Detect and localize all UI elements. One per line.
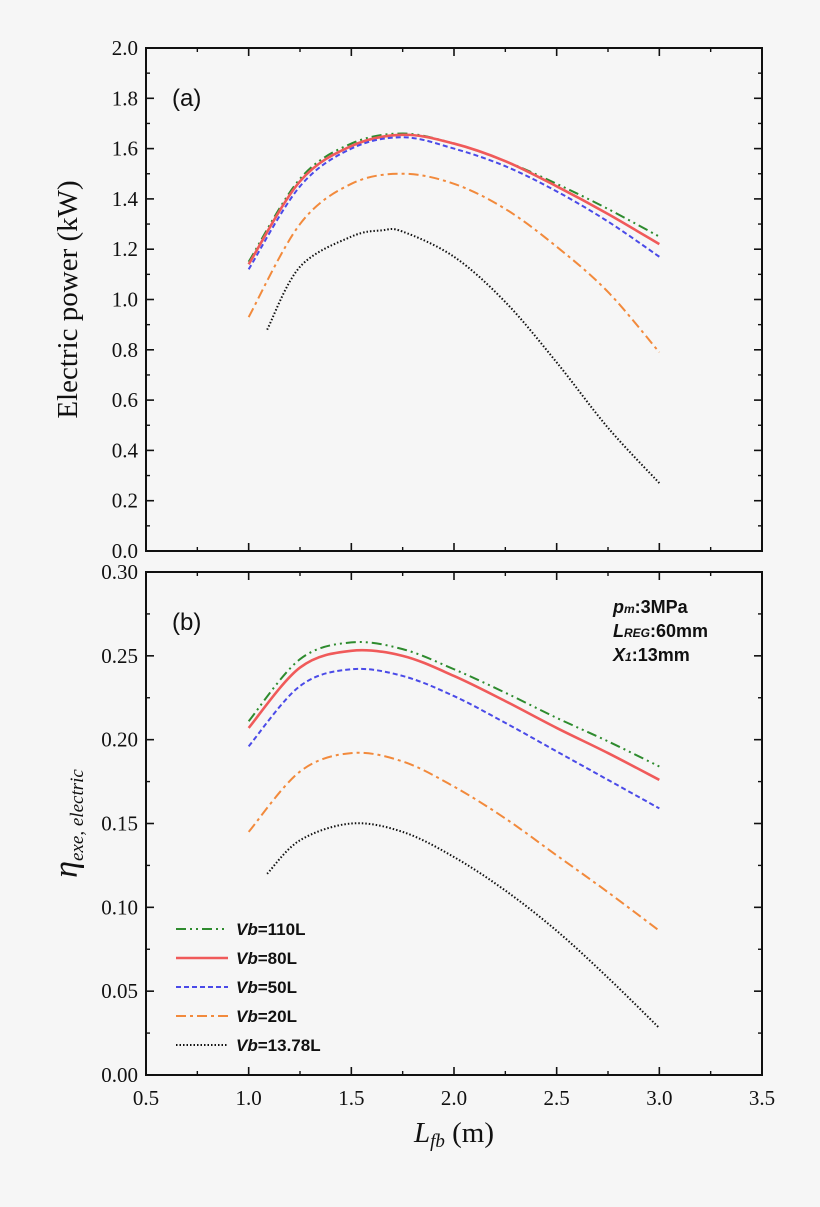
y-tick-label: 0.30 — [101, 560, 138, 584]
x-tick-label: 3.0 — [646, 1086, 672, 1110]
y-tick-label: 1.8 — [112, 86, 138, 110]
y-tick-label: 0.25 — [101, 644, 138, 668]
panel-label: (a) — [172, 85, 201, 112]
legend-label: Vb=80L — [236, 949, 297, 968]
x-tick-label: 0.5 — [133, 1086, 159, 1110]
y-tick-label: 0.0 — [112, 539, 138, 563]
y-axis-label: Electric power (kW) — [52, 180, 84, 418]
series-line-2 — [247, 136, 660, 270]
y-tick-label: 1.0 — [112, 288, 138, 312]
legend-label: Vb=20L — [236, 1007, 297, 1026]
legend: Vb=110L Vb=80L Vb=50L Vb=20L Vb=13.78L — [176, 920, 321, 1055]
legend-label: Vb=13.78L — [236, 1036, 321, 1055]
annotation: pm:3MPa — [612, 597, 689, 617]
y-tick-label: 0.20 — [101, 728, 138, 752]
series-line-0 — [247, 641, 660, 768]
y-tick-label: 0.2 — [112, 489, 138, 513]
y-axis-label: ηexe, electric — [48, 769, 88, 878]
series-line-4 — [266, 228, 661, 484]
series-line-4 — [266, 822, 661, 1029]
series-line-2 — [247, 667, 660, 810]
y-tick-label: 0.6 — [112, 388, 138, 412]
y-tick-label: 0.05 — [101, 979, 138, 1003]
panel-a: 0.0 0.2 0.4 0.6 0.8 1.0 1.2 1.4 1.6 1.8 2.0 (a) Elec… — [52, 36, 763, 563]
x-axis-label: Lfb (m) — [413, 1117, 494, 1152]
y-tick-label: 1.4 — [112, 187, 139, 211]
x-tick-label: 3.5 — [749, 1086, 775, 1110]
legend-label: Vb=110L — [236, 920, 305, 939]
y-tick-label: 1.2 — [112, 237, 138, 261]
y-tick-label: 0.4 — [112, 438, 139, 462]
series-line-0 — [247, 132, 660, 263]
annotation: LREG:60mm — [613, 621, 708, 641]
y-tick-label: 0.00 — [101, 1063, 138, 1087]
y-tick-label: 0.8 — [112, 338, 138, 362]
series-line-1 — [247, 648, 660, 782]
x-tick-label: 2.0 — [441, 1086, 467, 1110]
y-tick-label: 1.6 — [112, 137, 138, 161]
plot-frame — [145, 47, 763, 552]
panel-b: 0.00 0.05 0.10 0.15 0.20 0.25 0.30 0.5 1.0 1.5 2.0… — [48, 560, 775, 1152]
annotation: X1:13mm — [612, 645, 690, 665]
y-tick-label: 0.15 — [101, 812, 138, 836]
y-tick-label: 2.0 — [112, 36, 138, 60]
x-tick-label: 2.5 — [544, 1086, 570, 1110]
x-tick-label: 1.5 — [338, 1086, 364, 1110]
y-tick-label: 0.10 — [101, 895, 138, 919]
series-line-1 — [247, 133, 660, 265]
series-line-3 — [247, 751, 660, 932]
x-tick-label: 1.0 — [236, 1086, 262, 1110]
legend-label: Vb=50L — [236, 978, 297, 997]
panel-label: (b) — [172, 609, 201, 636]
series-line-3 — [247, 172, 661, 353]
